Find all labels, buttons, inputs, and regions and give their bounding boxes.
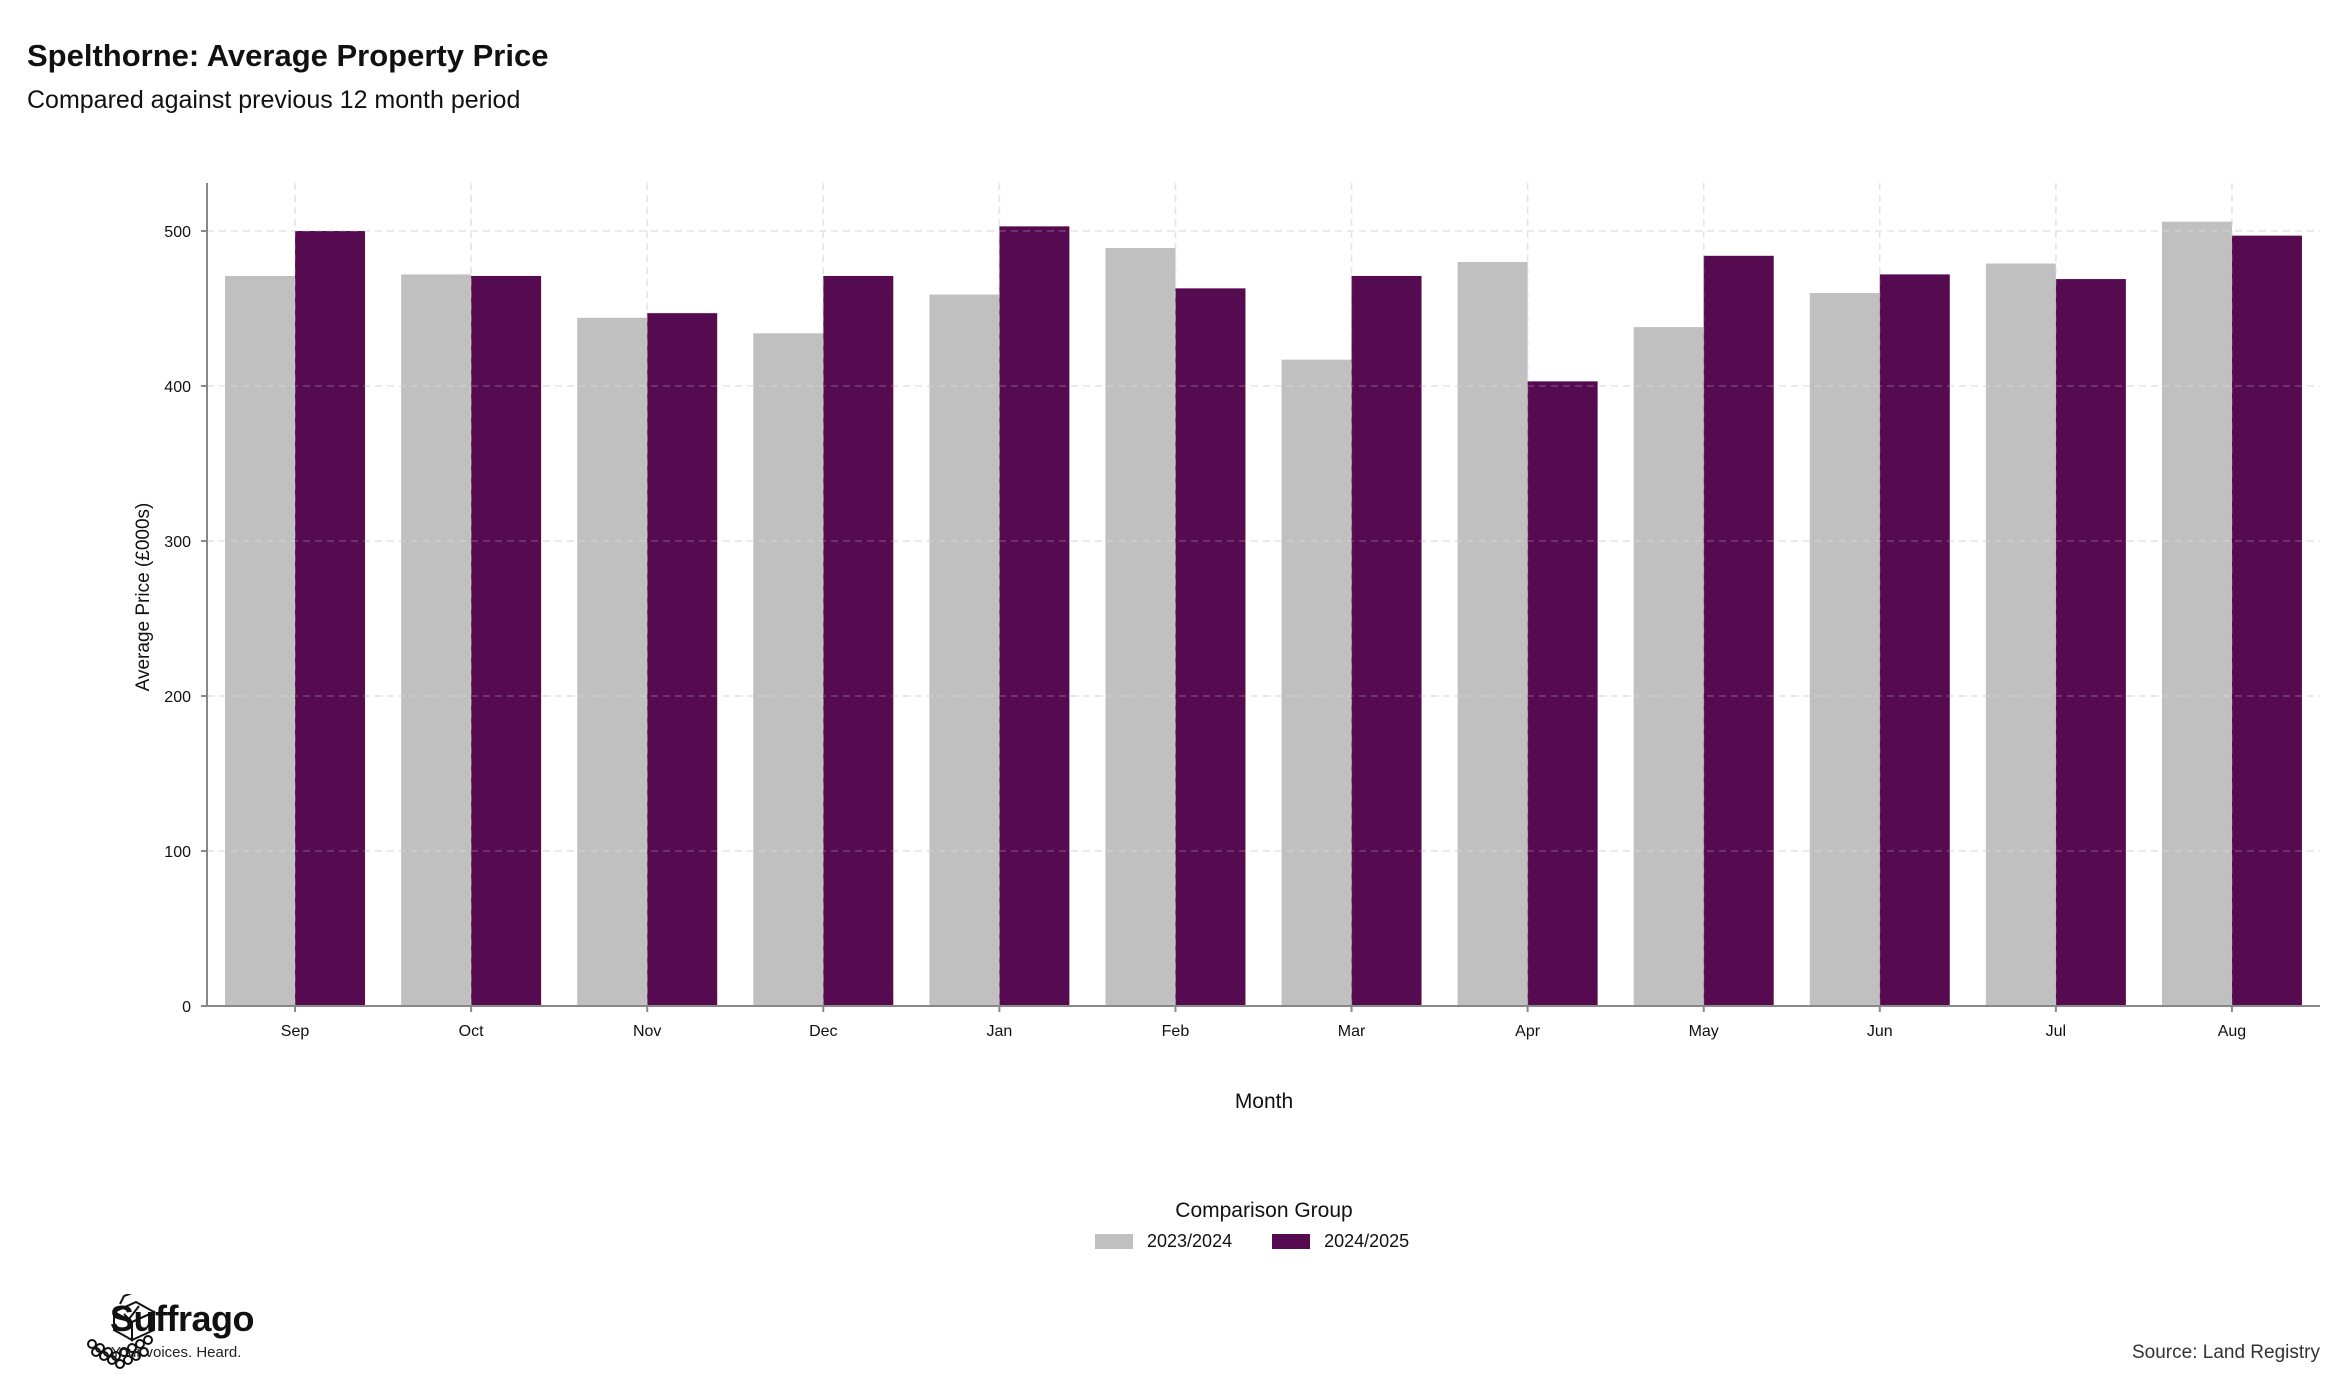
- y-tick-label: 300: [164, 534, 191, 551]
- brand-name: Suffrago: [110, 1298, 255, 1339]
- brand-tagline: Your voices. Heard.: [111, 1344, 242, 1361]
- bar-2023-2024-apr: [1457, 262, 1528, 1006]
- bar-2024-2025-jun: [1879, 274, 1950, 1006]
- bar-2023-2024-oct: [401, 274, 472, 1006]
- x-tick-label-may: May: [1689, 1023, 1719, 1040]
- bar-2023-2024-mar: [1281, 359, 1352, 1006]
- legend-label-2023-2024: 2023/2024: [1147, 1231, 1233, 1251]
- tick-labels: 0 100 200 300 400 500 Sep Oct Nov Dec Jan Feb Mar Apr…: [164, 224, 2246, 1040]
- chart-title: Spelthorne: Average Property Price: [27, 38, 549, 73]
- bar-2023-2024-nov: [577, 317, 648, 1006]
- y-tick-label: 500: [164, 224, 191, 241]
- y-tick-label: 200: [164, 689, 191, 706]
- legend-item-2023-2024: 2023/2024: [1095, 1231, 1232, 1252]
- x-tick-label-nov: Nov: [633, 1023, 661, 1040]
- x-tick-label-sep: Sep: [281, 1023, 310, 1040]
- y-tick-label: 100: [164, 844, 191, 861]
- bar-2023-2024-jul: [1985, 263, 2056, 1006]
- bar-2024-2025-dec: [823, 275, 894, 1006]
- x-tick-label-apr: Apr: [1515, 1023, 1541, 1040]
- bar-2024-2025-apr: [1527, 381, 1598, 1007]
- bar-2024-2025-feb: [1175, 288, 1246, 1007]
- legend: 2023/2024 2024/2025: [1095, 1231, 1433, 1252]
- x-tick-label-jun: Jun: [1867, 1023, 1893, 1040]
- legend-swatch-2024-2025: [1272, 1234, 1311, 1249]
- ballot-box-icon: [87, 1294, 157, 1369]
- x-tick-label-aug: Aug: [2218, 1023, 2246, 1040]
- legend-label-2024-2025: 2024/2025: [1324, 1231, 1410, 1251]
- bar-2023-2024-sep: [225, 275, 296, 1006]
- bar-2024-2025-jan: [999, 226, 1070, 1007]
- x-tick-label-dec: Dec: [809, 1023, 837, 1040]
- bars: [207, 183, 2320, 1007]
- bar-2023-2024-may: [1633, 327, 1704, 1007]
- legend-item-2024-2025: 2024/2025: [1272, 1231, 1409, 1252]
- y-tick-label: 0: [182, 999, 191, 1016]
- bar-2023-2024-jan: [929, 294, 1000, 1006]
- y-tick-label: 400: [164, 379, 191, 396]
- source-note: Source: Land Registry: [2132, 1342, 2320, 1363]
- bar-2024-2025-nov: [647, 313, 718, 1006]
- bar-2023-2024-feb: [1105, 248, 1176, 1007]
- x-tick-label-oct: Oct: [459, 1023, 484, 1040]
- bar-2024-2025-oct: [471, 275, 542, 1006]
- x-tick-label-mar: Mar: [1338, 1023, 1366, 1040]
- legend-title: Comparison Group: [1175, 1199, 1353, 1222]
- bar-2024-2025-may: [1703, 255, 1774, 1007]
- bar-2023-2024-aug: [2161, 221, 2232, 1006]
- chart-subtitle: Compared against previous 12 month perio…: [27, 86, 521, 114]
- x-tick-label-feb: Feb: [1162, 1023, 1190, 1040]
- bar-2024-2025-jul: [2055, 279, 2126, 1006]
- axes: [201, 183, 2320, 1012]
- bar-2024-2025-aug: [2231, 235, 2302, 1006]
- bar-2024-2025-sep: [295, 231, 366, 1006]
- bar-2023-2024-jun: [1809, 293, 1880, 1006]
- legend-swatch-2023-2024: [1095, 1234, 1133, 1249]
- y-axis-label: Average Price (£000s): [133, 503, 154, 692]
- x-tick-label-jan: Jan: [986, 1023, 1012, 1040]
- bar-chart: 0 100 200 300 400 500 Sep Oct Nov Dec Jan Feb Mar Apr…: [133, 183, 2320, 1113]
- bar-2023-2024-dec: [753, 333, 824, 1006]
- bar-2024-2025-mar: [1351, 275, 1422, 1006]
- x-axis-label: Month: [1235, 1090, 1293, 1113]
- x-tick-label-jul: Jul: [2046, 1023, 2066, 1040]
